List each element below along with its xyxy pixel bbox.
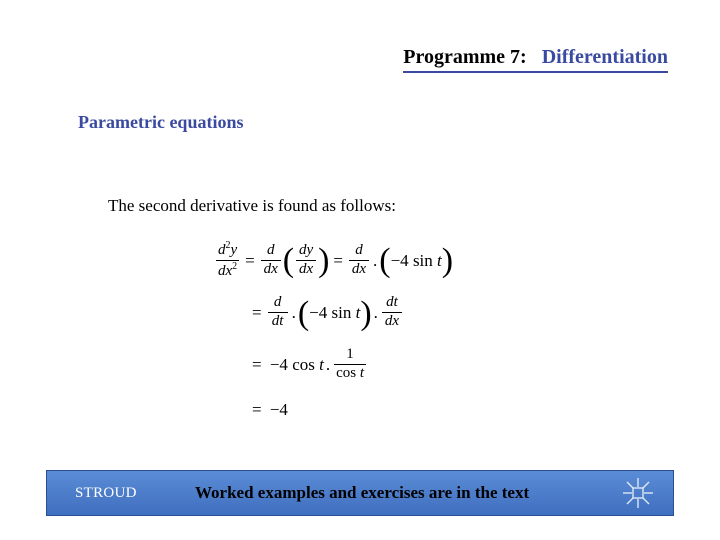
- header-underline: [403, 71, 668, 73]
- programme-label: Programme 7:: [403, 46, 526, 68]
- body-text: The second derivative is found as follow…: [108, 196, 396, 216]
- math-line-3: = −4 cos t . 1 cos t: [214, 345, 453, 385]
- math-line-4: = −4: [214, 397, 453, 423]
- math-line-1: d2y dx2 = ddx ( dydx ) = ddx . ( −4 sin …: [214, 240, 453, 281]
- footer-text: Worked examples and exercises are in the…: [195, 483, 529, 503]
- topic-title: Differentiation: [542, 46, 668, 68]
- math-line-2: = ddt . ( −4 sin t ) . dtdx: [214, 293, 453, 333]
- math-derivation: d2y dx2 = ddx ( dydx ) = ddx . ( −4 sin …: [214, 240, 453, 435]
- brand-label: STROUD: [75, 485, 195, 502]
- nav-icon[interactable]: [623, 478, 653, 508]
- slide-header: Programme 7: Differentiation: [403, 46, 668, 69]
- section-subtitle: Parametric equations: [78, 112, 243, 133]
- footer-bar: STROUD Worked examples and exercises are…: [46, 470, 674, 516]
